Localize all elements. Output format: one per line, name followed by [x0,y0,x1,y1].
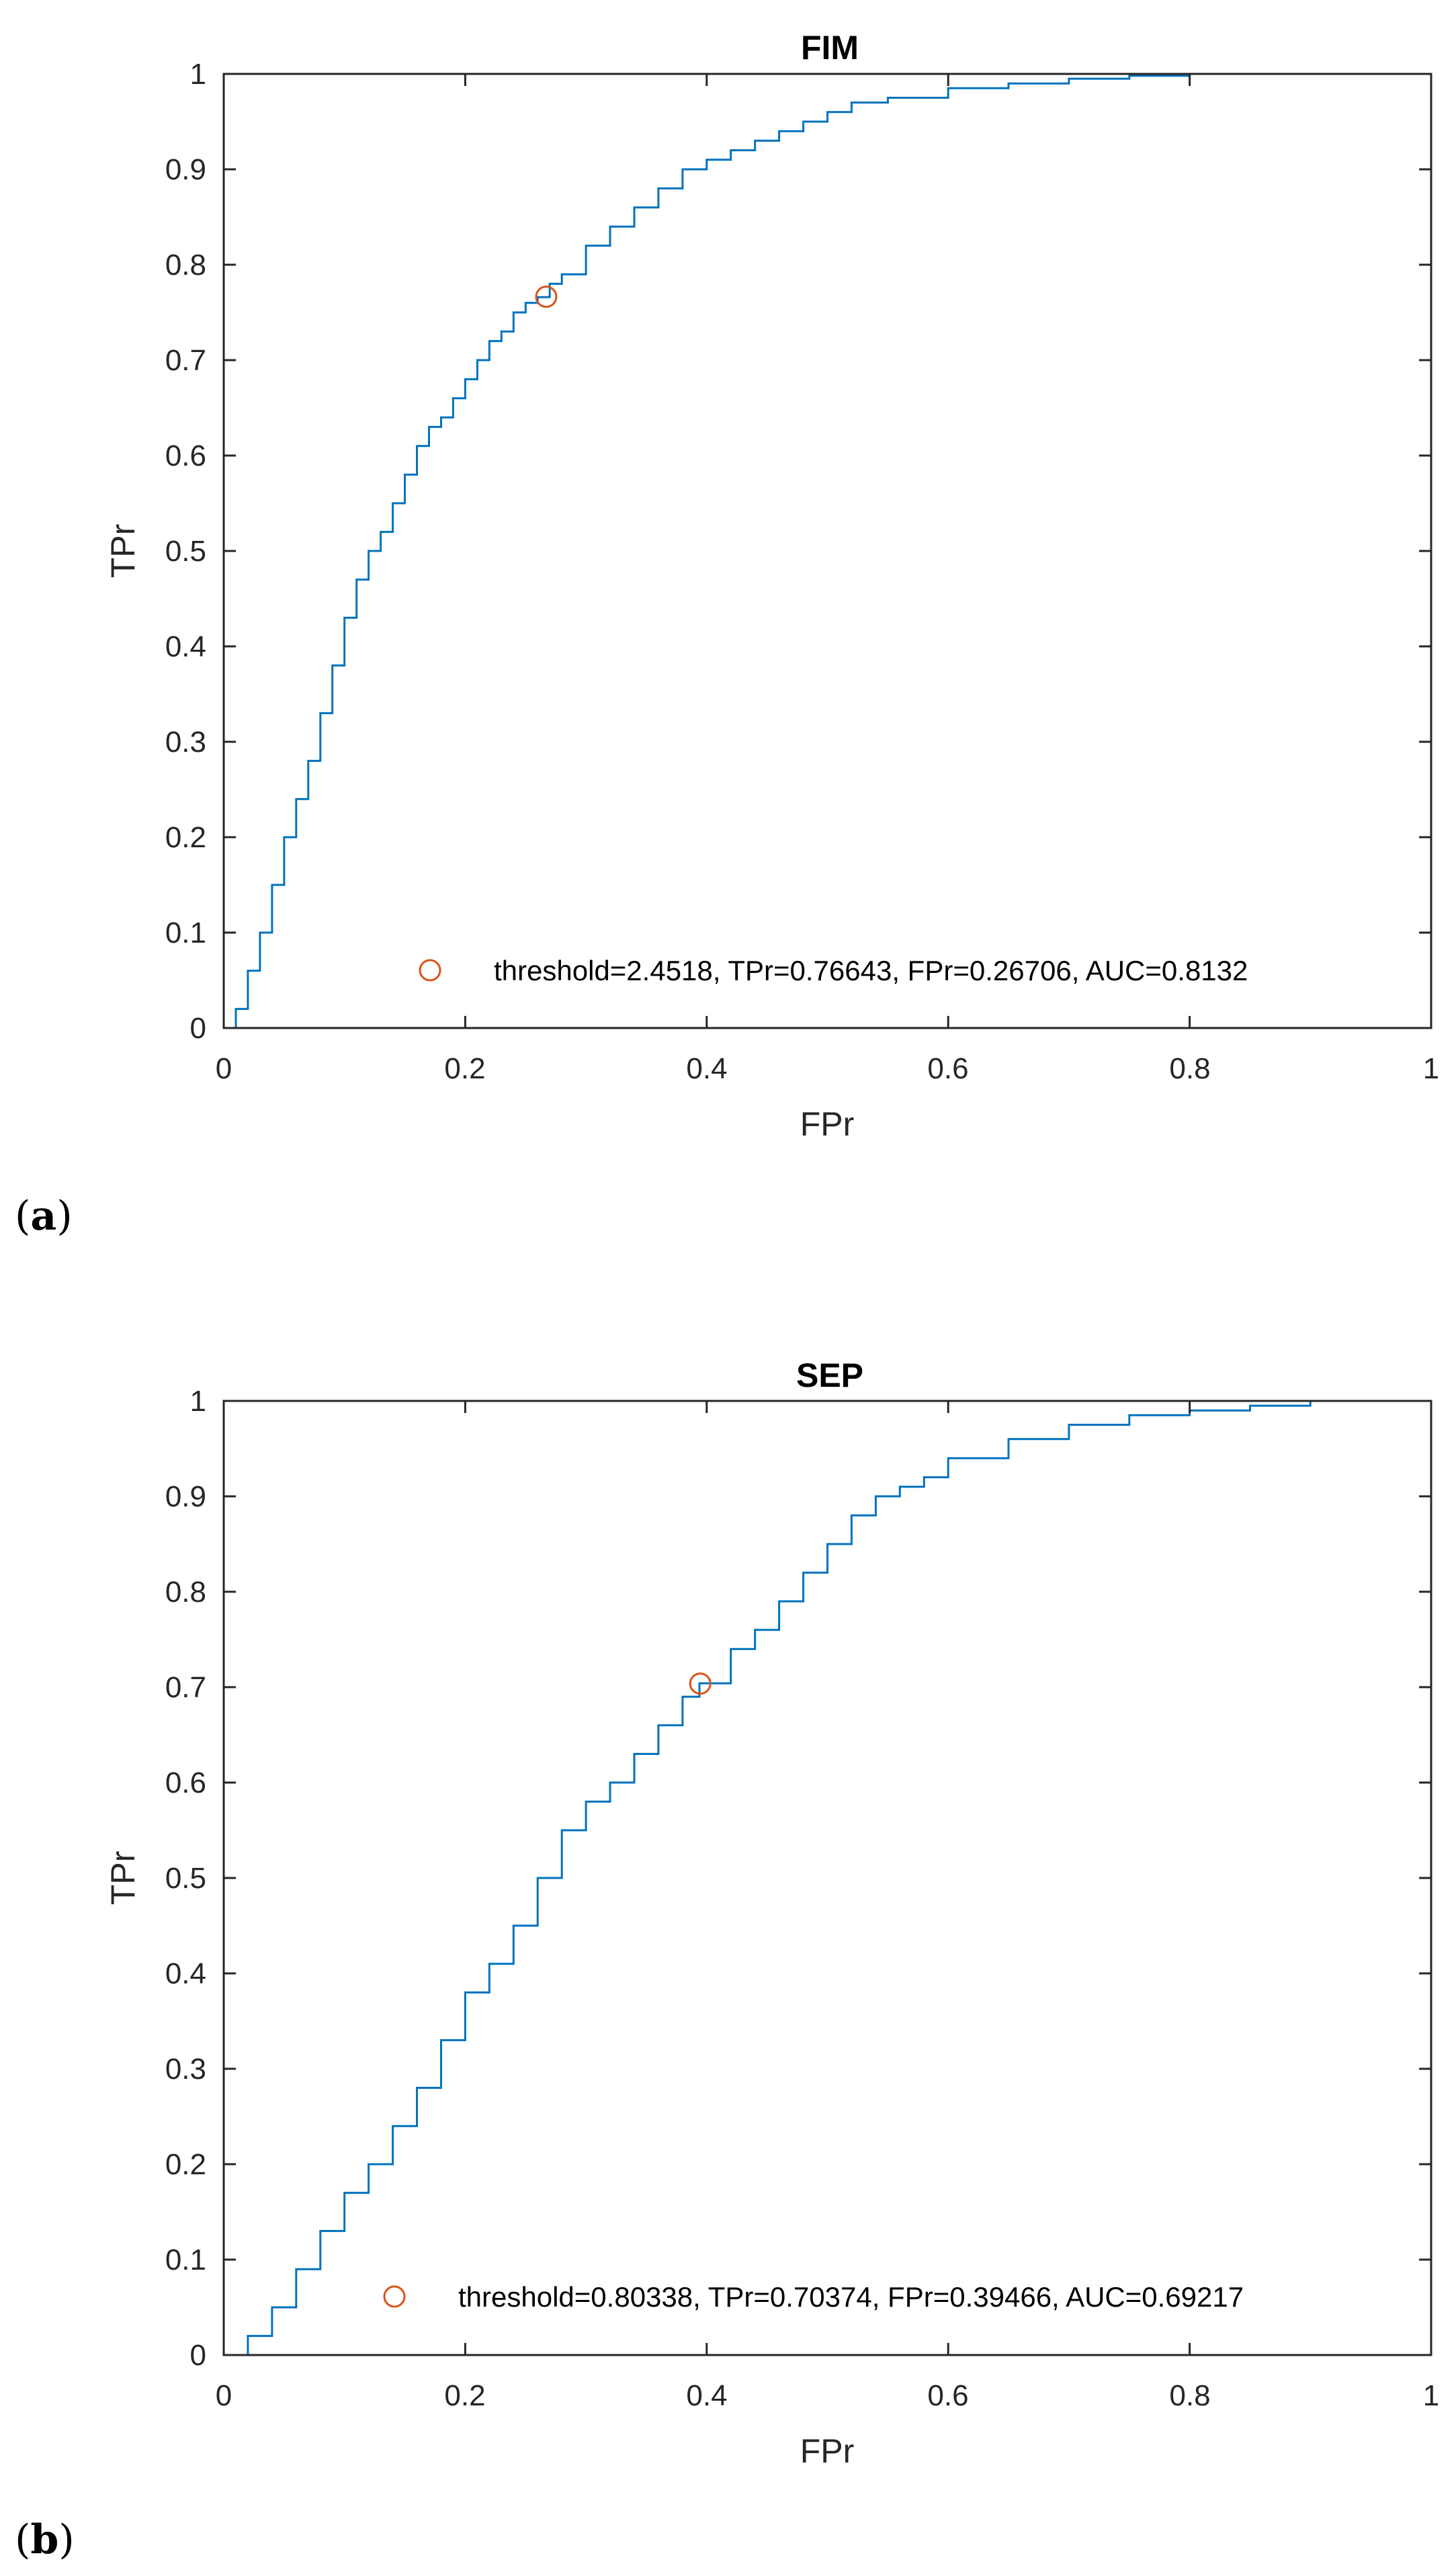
x-tick-label: 0.4 [686,2379,727,2412]
x-tick-label: 0.8 [1169,1052,1210,1085]
y-tick-label: 0.2 [165,821,206,854]
series-layer [224,1400,1431,2356]
x-tick-label: 0.6 [927,1052,968,1085]
x-tick-label: 0.2 [444,1052,485,1085]
y-tick-label: 0.4 [165,630,206,663]
x-tick-label: 0.6 [927,2379,968,2412]
legend: threshold=0.80338, TPr=0.70374, FPr=0.39… [383,2281,1244,2313]
legend-text: threshold=2.4518, TPr=0.76643, FPr=0.267… [494,955,1248,986]
y-tick-label: 0 [190,2339,206,2372]
y-tick-label: 0.7 [165,344,206,377]
axis-ticks [222,73,1432,1029]
y-tick-label: 0.3 [165,2053,206,2086]
y-tick-label: 0.8 [165,1576,206,1609]
legend-marker-symbol [419,959,441,982]
chart-panel-a: FIM 0 0.1 0.2 0.3 0.4 0.5 0.6 0.7 0.8 0.… [104,29,1439,1143]
roc-curve-line [224,73,1431,1029]
panel-label-a: (a) [15,1193,73,1240]
x-tick-label: 0.4 [686,1052,727,1085]
x-tick-label: 0.8 [1169,2379,1210,2412]
x-axis-label: FPr [800,2432,855,2470]
x-tick-labels: 0 0.2 0.4 0.6 0.8 1 [216,2379,1439,2412]
series-layer [224,73,1431,1029]
y-tick-label: 0.6 [165,439,206,472]
y-axis-label: TPr [104,524,142,579]
panel-letter: b [30,2516,58,2563]
y-tick-label: 0.4 [165,1957,206,1990]
y-tick-label: 0.1 [165,916,206,949]
y-tick-label: 1 [190,58,206,91]
y-tick-labels: 0 0.1 0.2 0.3 0.4 0.5 0.6 0.7 0.8 0.9 1 [165,1385,206,2372]
y-tick-label: 0.2 [165,2148,206,2181]
y-tick-label: 0.9 [165,1480,206,1513]
y-axis-label: TPr [104,1851,142,1906]
legend-text: threshold=0.80338, TPr=0.70374, FPr=0.39… [458,2281,1244,2313]
y-tick-label: 0.7 [165,1671,206,1704]
chart-title: SEP [796,1357,863,1394]
x-tick-labels: 0 0.2 0.4 0.6 0.8 1 [216,1052,1439,1085]
y-tick-label: 0.1 [165,2243,206,2276]
y-tick-label: 0.5 [165,535,206,568]
y-tick-label: 0.8 [165,249,206,282]
optimal-point-marker [535,286,558,308]
x-tick-label: 0 [216,1052,232,1085]
x-tick-label: 0 [216,2379,232,2412]
x-tick-label: 0.2 [444,2379,485,2412]
y-tick-label: 0 [190,1012,206,1045]
chart-title: FIM [801,29,859,67]
optimal-point-marker [689,1672,712,1695]
panel-letter: a [30,1193,56,1240]
plot-area [222,73,1432,1029]
roc-curve-line [224,1400,1431,2356]
chart-panel-b: SEP 0 0.1 0.2 0.3 0.4 0.5 0.6 0.7 0.8 0.… [104,1357,1439,2470]
x-tick-label: 1 [1423,2379,1439,2412]
x-tick-label: 1 [1423,1052,1439,1085]
legend: threshold=2.4518, TPr=0.76643, FPr=0.267… [419,955,1248,986]
y-tick-label: 0.5 [165,1862,206,1895]
y-tick-label: 0.6 [165,1766,206,1799]
x-axis-label: FPr [800,1105,855,1143]
y-tick-labels: 0 0.1 0.2 0.3 0.4 0.5 0.6 0.7 0.8 0.9 1 [165,58,206,1045]
y-tick-label: 0.3 [165,726,206,759]
y-tick-label: 1 [190,1385,206,1418]
legend-marker-symbol [383,2285,406,2308]
y-tick-label: 0.9 [165,153,206,186]
panel-label-b: (b) [15,2516,75,2563]
axis-ticks [222,1400,1432,2356]
